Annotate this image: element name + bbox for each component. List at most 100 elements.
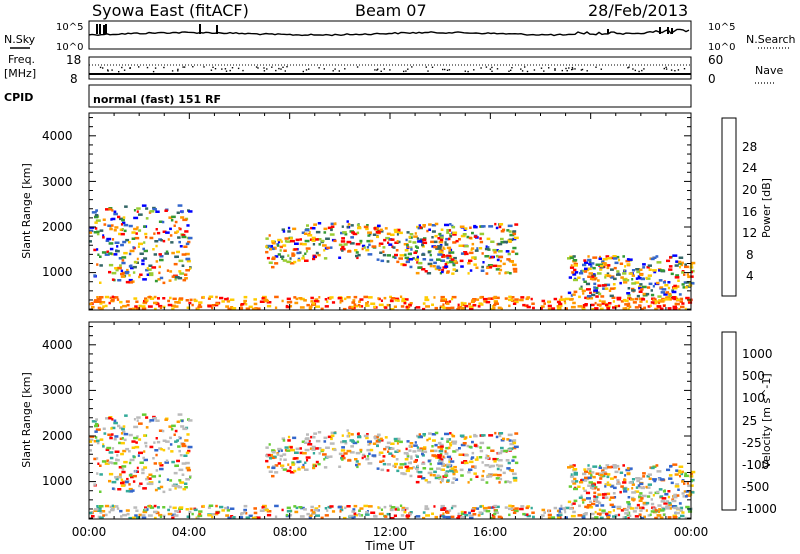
power-cell	[452, 263, 456, 267]
power-cell	[685, 296, 690, 300]
power-cell	[317, 253, 321, 257]
velocity-cell	[229, 507, 235, 510]
velocity-cell	[414, 441, 417, 444]
power-cell	[119, 300, 123, 304]
power-cell	[193, 299, 198, 303]
velocity-cell	[119, 426, 123, 430]
power-cell	[323, 249, 326, 252]
velocity-cell	[406, 440, 410, 443]
power-cell	[587, 267, 592, 271]
velocity-cell	[485, 509, 491, 513]
power-cell	[154, 240, 159, 243]
power-cell	[437, 253, 440, 256]
nave-dot	[102, 67, 104, 69]
power-cell	[690, 270, 693, 274]
power-cell	[133, 227, 138, 231]
velocity-cell	[386, 441, 391, 445]
velocity-cell	[452, 442, 457, 445]
velocity-cell	[315, 460, 319, 464]
nave-dot	[380, 70, 382, 72]
power-cell	[619, 281, 622, 285]
velocity-cell	[378, 453, 381, 456]
velocity-cell	[179, 454, 183, 457]
velocity-cell	[387, 450, 390, 453]
nave-dot	[521, 70, 524, 72]
power-cell	[117, 266, 122, 270]
velocity-cell	[168, 425, 173, 428]
power-cell	[245, 303, 248, 306]
velocity-cell	[102, 514, 105, 517]
nave-dot	[214, 68, 217, 70]
power-cell	[469, 251, 474, 255]
power-cell	[478, 247, 483, 250]
velocity-heatmap	[89, 413, 696, 520]
power-cell	[144, 232, 148, 236]
nave-dot	[444, 68, 446, 71]
velocity-cell	[134, 514, 138, 517]
velocity-cell	[443, 464, 448, 467]
power-cell	[635, 277, 639, 280]
power-cell	[120, 243, 124, 247]
power-cell	[425, 305, 430, 308]
power-cell	[610, 268, 614, 271]
power-cell	[107, 224, 112, 227]
velocity-cell	[627, 503, 631, 506]
velocity-cell	[434, 515, 438, 519]
velocity-cell	[665, 500, 670, 503]
power-cell	[413, 235, 418, 238]
power-cell	[417, 240, 422, 243]
power-cell	[654, 307, 658, 311]
velocity-cell	[372, 442, 377, 445]
power-cell	[584, 267, 589, 271]
power-cell	[626, 279, 630, 282]
velocity-cell	[614, 514, 618, 517]
velocity-cell	[429, 462, 432, 466]
velocity-cell	[122, 430, 126, 434]
power-cell	[617, 304, 621, 308]
velocity-cell	[355, 460, 359, 463]
power-cell	[507, 239, 512, 243]
power-cell	[671, 289, 675, 292]
power-cell	[429, 253, 432, 257]
power-cell	[289, 305, 293, 308]
power-cell	[389, 295, 392, 299]
power-cell	[642, 263, 646, 266]
power-cell	[634, 281, 640, 284]
power-cell	[282, 244, 287, 247]
power-cell	[498, 225, 502, 229]
power-cell	[130, 266, 134, 270]
velocity-cell	[634, 506, 639, 510]
velocity-cell	[442, 515, 446, 519]
velocity-cell	[563, 508, 566, 512]
velocity-cell	[158, 447, 162, 450]
power-cell	[587, 275, 592, 278]
velocity-cell	[605, 464, 610, 467]
velocity-cell	[284, 446, 289, 449]
velocity-cell	[441, 479, 444, 483]
power-cell	[444, 243, 449, 246]
velocity-cell	[492, 457, 497, 461]
velocity-cell	[154, 488, 158, 492]
velocity-cell	[349, 451, 355, 454]
velocity-cell	[587, 484, 592, 487]
velocity-cell	[451, 481, 455, 484]
velocity-cell	[510, 505, 515, 508]
power-cell	[624, 299, 629, 303]
velocity-cell	[253, 511, 258, 515]
power-cell	[623, 281, 628, 284]
power-cell	[530, 297, 533, 301]
power-cell	[473, 235, 478, 238]
power-cell	[118, 257, 123, 260]
power-cell	[104, 304, 108, 308]
velocity-cell	[388, 452, 393, 455]
velocity-cell	[144, 445, 148, 448]
velocity-cell	[178, 506, 184, 509]
power-cell	[306, 250, 309, 253]
power-cell	[436, 258, 441, 261]
power-cell	[109, 296, 112, 300]
velocity-cell	[487, 455, 490, 458]
velocity-cell	[421, 477, 426, 480]
velocity-cell	[313, 508, 319, 512]
velocity-cell	[591, 484, 595, 487]
power-cell	[428, 223, 432, 226]
